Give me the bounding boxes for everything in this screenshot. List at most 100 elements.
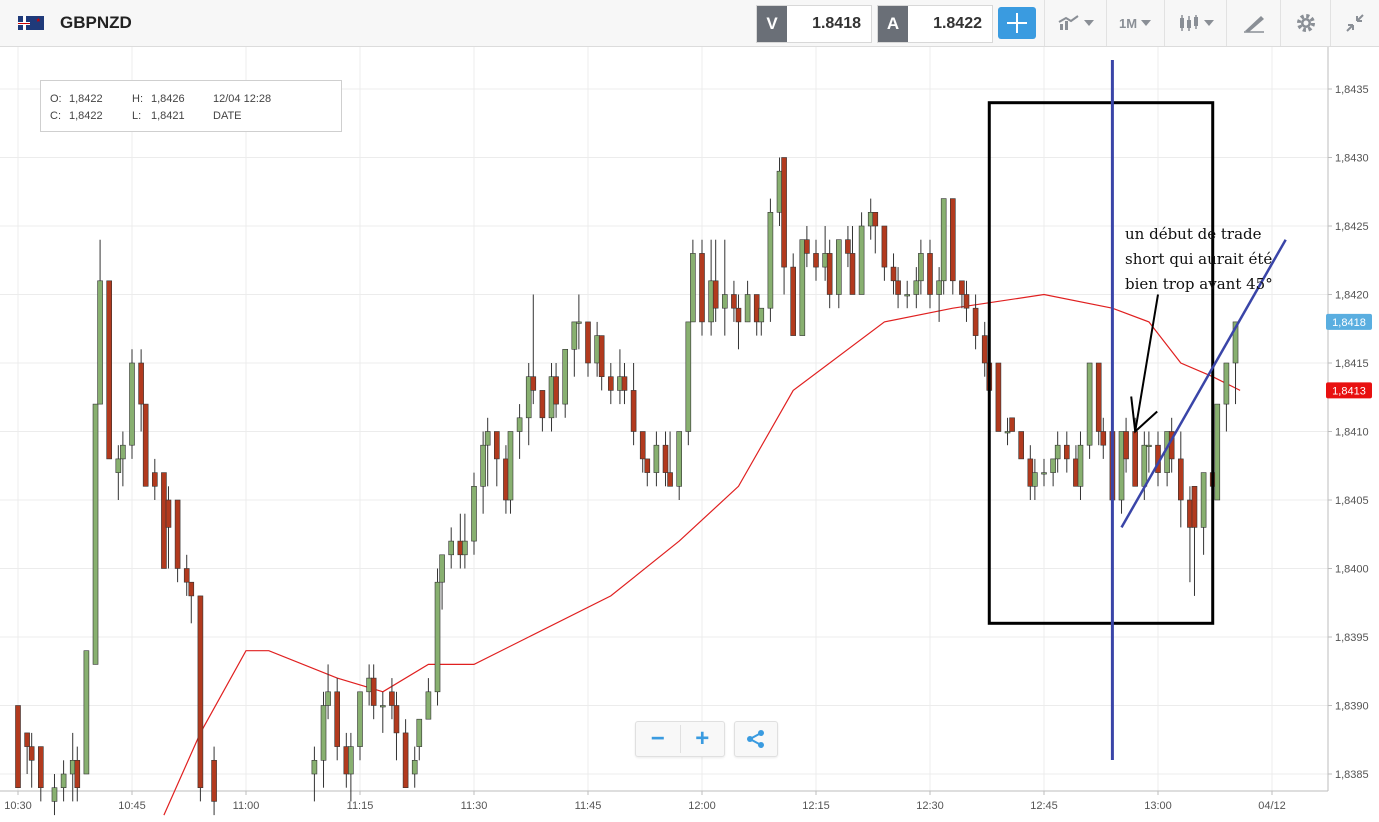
candle-up xyxy=(918,253,924,282)
candle-up xyxy=(115,458,122,473)
candle-up xyxy=(325,691,331,706)
zoom-controls: − + xyxy=(635,721,725,757)
candle-up xyxy=(548,376,555,419)
candle-down xyxy=(927,253,933,295)
candle-down xyxy=(188,581,195,597)
candle-up xyxy=(940,198,947,282)
candle-up xyxy=(348,746,354,775)
candle-up xyxy=(767,212,774,309)
candle-down xyxy=(735,307,742,323)
candle-down xyxy=(781,157,787,268)
x-tick-label: 11:15 xyxy=(347,800,374,812)
close-label: C: xyxy=(50,110,61,122)
candle-down xyxy=(553,376,559,405)
candle-up xyxy=(721,294,728,309)
share-button[interactable] xyxy=(734,721,778,757)
annotation-line-1: un début de trade xyxy=(1125,225,1262,243)
candle-down xyxy=(845,239,851,254)
candle-down xyxy=(211,759,217,802)
candle-up xyxy=(471,485,477,542)
candle-down xyxy=(74,759,81,788)
x-tick-label: 12:45 xyxy=(1030,800,1058,812)
y-tick-label: 1,8390 xyxy=(1335,701,1369,713)
candle-down xyxy=(753,294,760,323)
candle-down xyxy=(1064,444,1070,460)
y-tick-label: 1,8400 xyxy=(1335,564,1369,576)
candle-down xyxy=(1178,458,1184,501)
candle-down xyxy=(662,444,669,473)
y-tick-label: 1,8435 xyxy=(1335,84,1369,96)
current-price-badge xyxy=(1326,313,1372,330)
candle-up xyxy=(484,431,491,446)
line-chart-icon[interactable] xyxy=(1050,5,1102,41)
low-value: 1,8421 xyxy=(151,110,185,122)
candle-up xyxy=(685,321,692,432)
top-toolbar: ★ GBPNZD V 1.8418 A 1.8422 1M xyxy=(0,0,1379,47)
x-tick-label: 10:45 xyxy=(118,800,146,812)
candle-down xyxy=(1009,417,1015,432)
current-price-label: 1,8418 xyxy=(1332,317,1366,329)
buy-button[interactable]: A 1.8422 xyxy=(877,5,993,43)
draw-icon[interactable] xyxy=(1232,5,1276,41)
candle-up xyxy=(366,677,372,693)
candle-down xyxy=(183,568,190,583)
candle-down xyxy=(872,212,879,227)
timeframe-selector[interactable]: 1M xyxy=(1110,5,1160,41)
candle-down xyxy=(530,376,537,391)
candle-down xyxy=(161,472,167,569)
crosshair-icon[interactable] xyxy=(998,7,1036,39)
candle-down xyxy=(712,280,719,309)
candle-down xyxy=(370,677,377,706)
candle-up xyxy=(571,321,578,350)
annotation-arrow xyxy=(1134,294,1159,432)
candle-up xyxy=(936,280,942,295)
x-tick-label: 13:00 xyxy=(1144,800,1172,812)
zoom-out-button[interactable]: − xyxy=(636,725,681,753)
candle-up xyxy=(1004,431,1011,434)
y-tick-label: 1,8410 xyxy=(1335,427,1369,439)
candle-down xyxy=(804,239,810,254)
gear-icon[interactable] xyxy=(1286,5,1326,41)
candle-up xyxy=(448,540,455,556)
candle-down xyxy=(15,705,21,788)
buy-price: 1.8422 xyxy=(933,15,982,32)
candle-up xyxy=(776,170,783,213)
candle-up xyxy=(858,225,865,295)
candle-up xyxy=(1141,444,1148,487)
candle-down xyxy=(37,746,44,788)
instrument-symbol[interactable]: GBPNZD xyxy=(60,13,132,32)
collapse-icon[interactable] xyxy=(1336,5,1374,41)
candle-down xyxy=(881,225,888,268)
candle-up xyxy=(617,376,623,391)
candle-down xyxy=(1018,431,1025,460)
candle-up xyxy=(129,362,135,446)
candle-up xyxy=(92,403,99,665)
candle-down xyxy=(959,280,965,295)
annotation-arrowhead xyxy=(1130,396,1158,434)
sell-button[interactable]: V 1.8418 xyxy=(756,5,872,43)
candle-up xyxy=(835,239,842,295)
x-tick-label: 11:00 xyxy=(233,800,260,812)
candle-down xyxy=(1073,458,1079,487)
candle-down xyxy=(165,499,172,528)
candle-up xyxy=(594,335,600,364)
zoom-in-button[interactable]: + xyxy=(695,725,710,752)
candle-up xyxy=(1050,458,1056,473)
x-tick-label: 04/12 xyxy=(1258,800,1286,812)
candle-down xyxy=(995,362,1002,432)
candlestick-icon[interactable] xyxy=(1170,5,1222,41)
y-tick-label: 1,8405 xyxy=(1335,495,1369,507)
candle-up xyxy=(434,581,441,693)
y-tick-label: 1,8415 xyxy=(1335,358,1369,370)
candle-down xyxy=(699,253,705,323)
candle-down xyxy=(890,266,897,282)
candle-down xyxy=(1187,499,1193,528)
candle-up xyxy=(1223,362,1230,405)
candle-up xyxy=(97,280,103,405)
candle-up xyxy=(904,294,911,297)
candle-up xyxy=(1146,444,1152,448)
candle-down xyxy=(667,472,673,487)
candle-up xyxy=(576,321,582,324)
candle-up xyxy=(480,444,486,487)
